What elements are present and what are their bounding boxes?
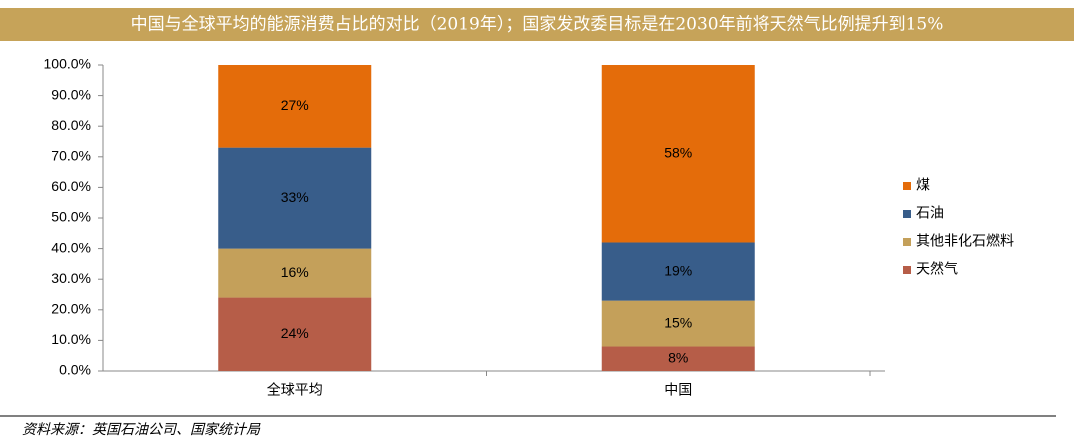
y-tick-label: 10.0% <box>51 331 91 347</box>
bar-segment <box>218 147 372 249</box>
y-tick-label: 0.0% <box>59 362 91 378</box>
source: 资料来源：英国石油公司、国家统计局 <box>22 422 261 438</box>
y-tick-label: 20.0% <box>51 301 91 317</box>
value-label: 19% <box>664 262 692 278</box>
y-tick-label: 100.0% <box>44 56 91 72</box>
y-tick-label: 80.0% <box>51 117 91 133</box>
bar-segment <box>601 346 755 371</box>
x-tick-label: 中国 <box>664 382 692 398</box>
y-tick-label: 40.0% <box>51 239 91 255</box>
bar-segment <box>601 300 755 347</box>
value-label: 33% <box>281 189 309 205</box>
legend-swatch <box>903 266 911 274</box>
y-tick-label: 90.0% <box>51 86 91 102</box>
bar-segment <box>601 242 755 301</box>
y-tick-label: 50.0% <box>51 209 91 225</box>
y-tick-label: 70.0% <box>51 148 91 164</box>
title-bar <box>0 8 1074 41</box>
y-tick-label: 30.0% <box>51 270 91 286</box>
legend-swatch <box>903 182 911 190</box>
legend-label: 煤 <box>916 177 930 193</box>
legend-label: 天然气 <box>916 261 958 277</box>
value-label: 16% <box>281 264 309 280</box>
y-tick-label: 60.0% <box>51 178 91 194</box>
x-tick-label: 全球平均 <box>267 382 323 398</box>
bar-segment <box>218 65 372 148</box>
value-label: 15% <box>664 314 692 330</box>
legend-label: 石油 <box>916 205 944 221</box>
value-label: 27% <box>281 97 309 113</box>
legend-label: 其他非化石燃料 <box>916 233 1014 249</box>
bar-segment <box>218 297 372 371</box>
bar-segment <box>218 248 372 298</box>
bar-segment <box>601 65 755 243</box>
value-label: 24% <box>281 325 309 341</box>
legend-swatch <box>903 210 911 218</box>
value-label: 8% <box>668 349 688 365</box>
chart-title: 中国与全球平均的能源消费占比的对比（2019年）；国家发改委目标是在2030年前… <box>131 15 944 35</box>
value-label: 58% <box>664 144 692 160</box>
legend-swatch <box>903 238 911 246</box>
